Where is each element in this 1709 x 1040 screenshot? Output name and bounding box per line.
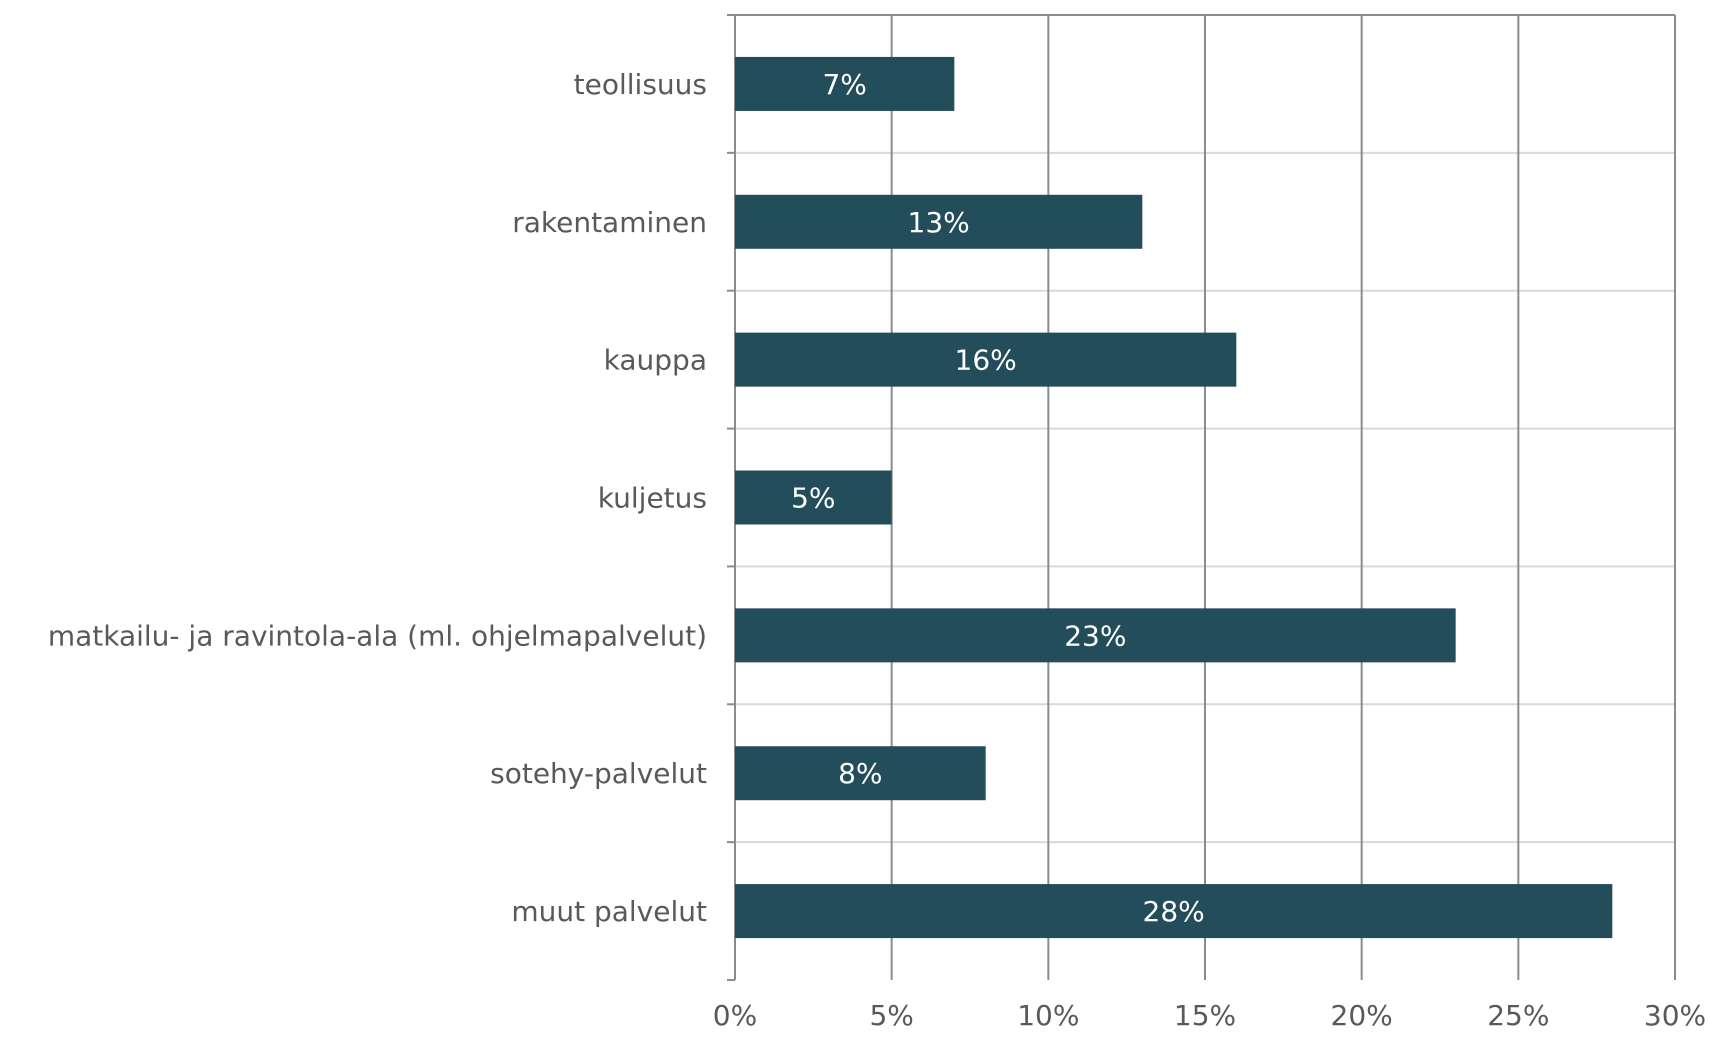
- bar: [735, 56, 955, 111]
- bar-data-label: 13%: [908, 206, 970, 239]
- x-tick-label: 25%: [1487, 999, 1549, 1032]
- bar-data-label: 5%: [791, 482, 835, 515]
- category-label: muut palvelut: [511, 895, 707, 928]
- x-tick-label: 20%: [1331, 999, 1393, 1032]
- category-label: matkailu- ja ravintola-ala (ml. ohjelmap…: [48, 619, 707, 652]
- bar-data-label: 7%: [822, 68, 866, 101]
- bar-data-label: 16%: [955, 344, 1017, 377]
- labels-layer: 0% 5% 10% 15% 20% 25% 30% 7% teollisuus 13% rakent…: [48, 68, 1706, 1032]
- grid-layer: [727, 14, 1676, 981]
- bar-data-label: 8%: [838, 757, 882, 790]
- category-label: kuljetus: [598, 482, 707, 515]
- bar: [735, 884, 1613, 939]
- category-label: kauppa: [604, 344, 707, 377]
- x-tick-label: 5%: [869, 999, 913, 1032]
- bar: [735, 608, 1456, 663]
- x-tick-label: 0%: [713, 999, 757, 1032]
- x-tick-label: 30%: [1644, 999, 1706, 1032]
- bars-layer: [735, 56, 1613, 939]
- x-tick-label: 10%: [1017, 999, 1079, 1032]
- bar: [735, 332, 1237, 387]
- bar: [735, 470, 892, 525]
- category-label: rakentaminen: [512, 206, 707, 239]
- x-tick-label: 15%: [1174, 999, 1236, 1032]
- bar-data-label: 23%: [1064, 619, 1126, 652]
- category-label: teollisuus: [574, 68, 707, 101]
- bar: [735, 746, 986, 801]
- bar-data-label: 28%: [1143, 895, 1205, 928]
- bar: [735, 194, 1143, 249]
- category-label: sotehy-palvelut: [490, 757, 707, 790]
